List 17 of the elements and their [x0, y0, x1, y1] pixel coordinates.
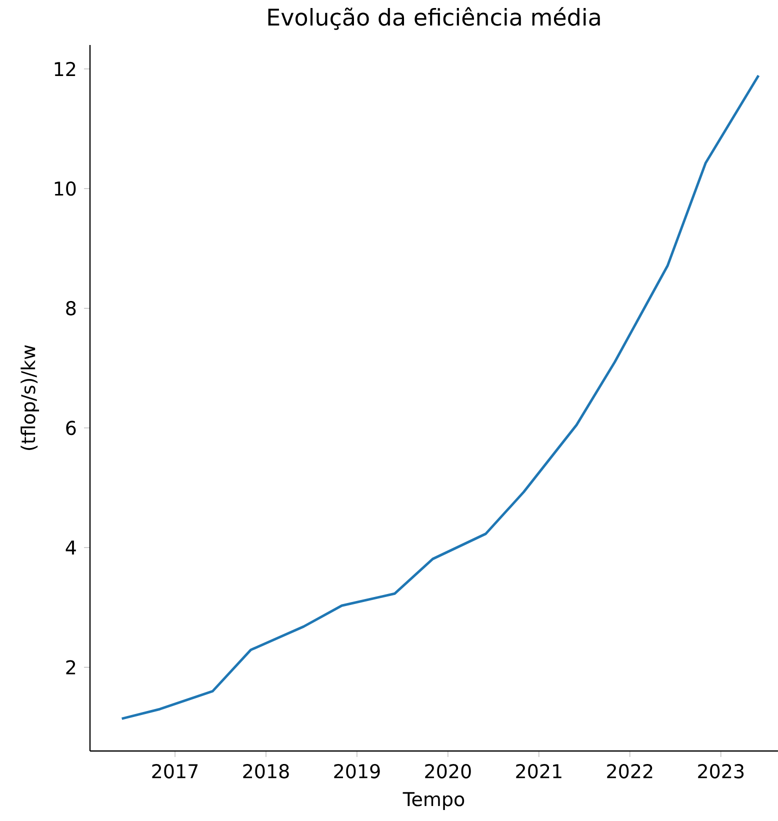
x-tick-label: 2017: [152, 764, 198, 778]
x-tick-label: 2018: [243, 764, 289, 778]
chart-title: Evolução da eficiência média: [268, 7, 600, 30]
y-axis-title: (tflop/s)/kw: [20, 345, 40, 450]
x-tick-label: 2022: [607, 764, 652, 778]
y-tick-label: 6: [66, 420, 76, 436]
x-tick-label: 2020: [425, 764, 471, 778]
x-tick-label: 2019: [334, 764, 380, 778]
y-tick-label: 8: [66, 301, 76, 316]
x-tick-label: 2023: [698, 764, 744, 778]
x-axis-title: Tempo: [402, 792, 464, 810]
y-tick-label: 4: [66, 540, 76, 554]
y-tick-label: 2: [66, 660, 76, 674]
y-tick-label: 12: [54, 62, 76, 76]
line-series: [120, 74, 760, 720]
x-tick-label: 2021: [516, 764, 562, 778]
y-tick-label: 10: [54, 181, 76, 196]
